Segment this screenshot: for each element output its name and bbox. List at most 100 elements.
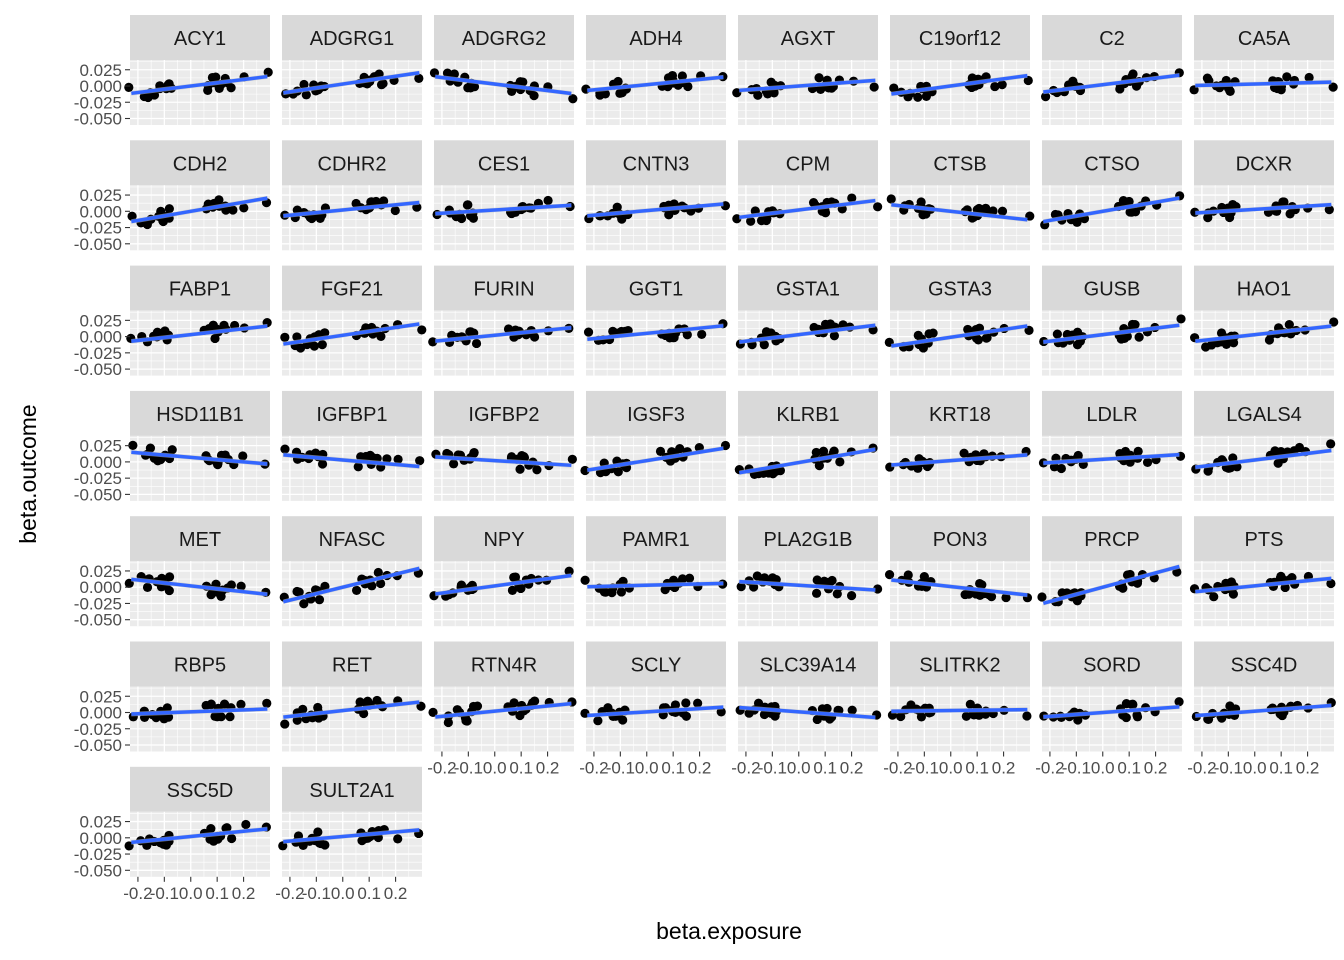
data-point	[697, 329, 707, 339]
fit-line	[1043, 452, 1180, 465]
facet-panel: CES1	[432, 140, 575, 251]
fit-line	[131, 324, 268, 343]
data-point	[241, 819, 251, 830]
data-point	[889, 83, 899, 93]
facet-label: SLC39A14	[760, 655, 857, 677]
facet-panel: KLRB1	[734, 390, 878, 501]
x-tick-label: 0.1	[1117, 759, 1141, 778]
data-point	[314, 595, 325, 605]
x-tick-label: 0.2	[688, 759, 712, 778]
facet-strip	[282, 140, 422, 186]
facet-label: MET	[179, 529, 221, 551]
fit-line	[587, 324, 724, 341]
facet-panel: ADGRG2	[429, 15, 578, 125]
data-point	[417, 325, 427, 335]
facet-label: CPM	[786, 153, 830, 175]
data-point	[1073, 450, 1083, 461]
data-point	[376, 331, 386, 341]
facet-panel: CNTN3	[584, 140, 731, 251]
facet-strip	[890, 140, 1030, 186]
fit-line	[283, 200, 420, 218]
data-point	[1225, 86, 1235, 96]
data-point	[564, 566, 574, 576]
data-point	[1304, 72, 1314, 83]
y-tick-label: -0.050	[74, 611, 122, 630]
data-point	[1134, 332, 1144, 342]
facet-panel: GSTA1	[735, 265, 878, 376]
y-tick-label: 0.000	[79, 704, 122, 723]
data-point	[142, 582, 153, 592]
facet-strip	[890, 15, 1030, 60]
data-point	[393, 834, 403, 844]
facet-label: ADGRG2	[462, 28, 546, 50]
data-point	[317, 340, 327, 350]
data-point	[814, 73, 824, 83]
x-tick-label: -0.2	[883, 759, 912, 778]
y-tick-label: 0.025	[79, 437, 122, 456]
data-point	[1130, 320, 1140, 330]
data-point	[1282, 72, 1292, 82]
data-point	[847, 193, 857, 203]
data-point	[903, 570, 913, 580]
data-point	[428, 707, 438, 718]
facet-label: IGFBP2	[468, 404, 539, 426]
fit-line	[1195, 448, 1332, 469]
x-tick-label: -0.1	[910, 759, 939, 778]
facet-panel: SORD -0.2-0.1 0.0 0.1 0.2	[1035, 641, 1184, 778]
data-point	[988, 206, 998, 216]
facet-panel: RET	[280, 641, 426, 752]
data-point	[1228, 589, 1238, 599]
facet-label: RTN4R	[471, 655, 537, 677]
y-tick-label: 0.025	[79, 687, 122, 706]
data-point	[516, 583, 526, 593]
data-point	[393, 454, 403, 464]
data-point	[236, 699, 246, 709]
fit-line	[283, 453, 420, 469]
fit-line	[282, 566, 420, 604]
data-point	[299, 79, 309, 90]
data-point	[869, 82, 879, 92]
data-point	[449, 459, 459, 469]
y-tick-label: -0.050	[74, 235, 122, 254]
y-tick-label: 0.000	[79, 202, 122, 221]
fit-line	[1195, 576, 1332, 594]
facet-label: SLITRK2	[919, 655, 1000, 677]
facet-strip	[1194, 390, 1334, 436]
x-tick-label: 0.2	[1144, 759, 1168, 778]
data-point	[732, 214, 742, 224]
facet-panel: LGALS4	[1191, 390, 1336, 501]
fit-line	[1195, 324, 1332, 343]
facet-strip	[1042, 516, 1182, 562]
facet-strip	[282, 766, 422, 812]
facet-strip	[1042, 15, 1182, 60]
facet-label: SSC4D	[1231, 655, 1298, 677]
facet-panel: CA5A	[1189, 15, 1338, 125]
fit-line	[587, 202, 724, 218]
facet-panel: FURIN	[428, 265, 574, 376]
x-tick-label: -0.2	[1187, 759, 1216, 778]
fit-line	[891, 453, 1028, 467]
facet-strip	[434, 641, 574, 687]
facet-label: GSTA1	[776, 279, 840, 301]
y-tick-label: -0.025	[74, 93, 122, 112]
y-tick-label: 0.025	[79, 61, 122, 80]
data-point	[811, 588, 822, 598]
x-tick-label: 0.2	[840, 759, 864, 778]
data-point	[145, 443, 156, 453]
data-point	[353, 462, 363, 472]
facet-panel: LDLR	[1038, 390, 1186, 501]
data-point	[1023, 75, 1033, 86]
data-point	[769, 88, 779, 98]
facet-strip	[1042, 390, 1182, 436]
y-tick-label: 0.000	[79, 328, 122, 347]
data-point	[472, 701, 483, 711]
facet-label: RET	[332, 655, 372, 677]
data-point	[568, 94, 578, 104]
data-point	[965, 699, 975, 709]
facet-label: KRT18	[929, 404, 991, 426]
data-point	[469, 447, 479, 458]
fit-line	[739, 579, 876, 592]
facet-label: ADGRG1	[310, 28, 394, 50]
data-point	[128, 440, 138, 450]
